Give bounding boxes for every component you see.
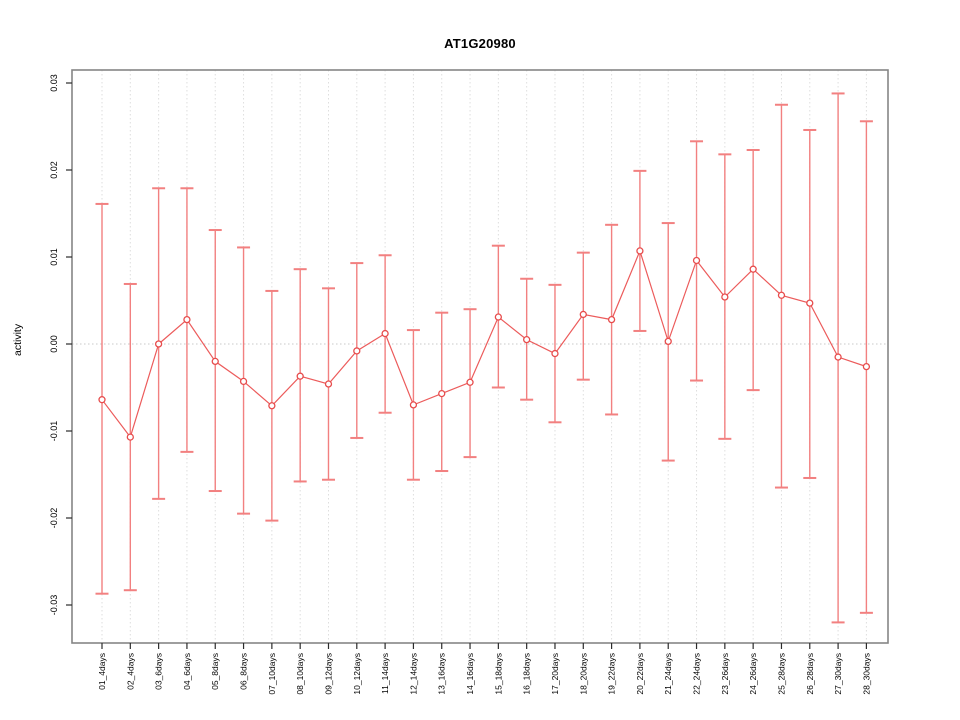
data-point xyxy=(211,357,219,366)
data-point xyxy=(409,401,418,409)
data-point xyxy=(862,362,871,371)
y-tick-label: -0.03 xyxy=(49,595,59,616)
data-point xyxy=(834,353,842,361)
y-tick-label: 0.01 xyxy=(49,248,59,266)
y-tick-label: -0.02 xyxy=(49,508,59,529)
x-tick-label: 05_8days xyxy=(210,653,220,690)
plot-border xyxy=(71,69,889,644)
x-tick-label: 25_28days xyxy=(776,653,786,695)
data-point xyxy=(324,380,333,388)
x-tick-label: 10_12days xyxy=(352,653,362,695)
data-point xyxy=(183,315,191,324)
x-tick-label: 27_30days xyxy=(833,653,843,695)
data-point xyxy=(664,337,672,346)
y-tick-label: 0.02 xyxy=(49,161,59,179)
x-tick-label: 07_10days xyxy=(267,653,277,695)
series-line xyxy=(101,249,867,439)
x-tick-label: 14_16days xyxy=(465,653,475,695)
x-tick-label: 15_18days xyxy=(493,653,503,695)
x-tick-label: 21_24days xyxy=(663,653,673,695)
x-tick-label: 13_16days xyxy=(437,653,447,695)
x-tick-label: 08_10days xyxy=(295,653,305,695)
data-point xyxy=(268,402,276,410)
data-point xyxy=(777,291,786,299)
y-tick-label: 0.00 xyxy=(49,335,59,353)
data-point xyxy=(381,329,389,338)
x-tick-label: 02_4days xyxy=(125,653,135,690)
data-point xyxy=(607,315,616,324)
x-tick-label: 16_18days xyxy=(522,653,532,695)
x-tick-label: 19_22days xyxy=(607,653,617,695)
data-point xyxy=(296,372,304,380)
data-point xyxy=(239,377,248,386)
data-point xyxy=(438,389,446,398)
data-point xyxy=(551,349,559,358)
data-point xyxy=(579,310,587,319)
data-point xyxy=(636,247,644,255)
data-point xyxy=(692,256,701,265)
x-tick-label: 12_14days xyxy=(408,653,418,695)
data-point xyxy=(353,347,361,355)
data-point xyxy=(806,299,814,307)
x-tick-label: 17_20days xyxy=(550,653,560,695)
data-point xyxy=(721,293,729,301)
x-tick-label: 23_26days xyxy=(720,653,730,695)
data-point xyxy=(494,313,503,321)
data-point xyxy=(126,433,134,441)
x-tick-label: 04_6days xyxy=(182,653,192,690)
x-tick-label: 22_24days xyxy=(692,653,702,695)
x-tick-label: 28_30days xyxy=(861,653,871,695)
x-tick-label: 09_12days xyxy=(323,653,333,695)
data-point xyxy=(154,340,163,348)
y-tick-label: -0.01 xyxy=(49,421,59,442)
x-tick-label: 20_22days xyxy=(635,653,645,695)
data-point xyxy=(466,378,474,386)
data-point xyxy=(749,265,757,273)
data-point xyxy=(98,396,106,404)
x-tick-label: 06_8days xyxy=(239,653,249,690)
x-tick-label: 11_14days xyxy=(380,653,390,694)
x-tick-label: 24_26days xyxy=(748,653,758,695)
data-point xyxy=(523,335,531,344)
y-tick-label: 0.03 xyxy=(49,74,59,92)
x-tick-label: 03_6days xyxy=(154,653,164,690)
x-tick-label: 01_4days xyxy=(97,653,107,690)
chart-title: AT1G20980 xyxy=(444,36,516,51)
x-tick-label: 26_28days xyxy=(805,653,815,695)
x-tick-label: 18_20days xyxy=(578,653,588,695)
